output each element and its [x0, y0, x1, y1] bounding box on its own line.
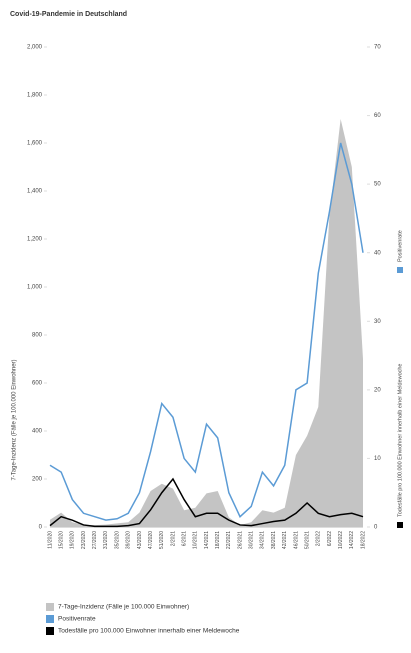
y-tick-label: 1,600 [27, 141, 43, 147]
line [49, 477, 364, 528]
x-tick-label: 14/2022 [349, 531, 355, 549]
x-tick-label: 47/2020 [148, 531, 154, 549]
x-tick-label: 11/2020 [47, 531, 53, 549]
y-tick-label: 1,800 [27, 93, 43, 99]
x-tick-label: 27/2020 [92, 531, 98, 549]
y2-tick-label: 70 [374, 45, 381, 51]
x-tick-label: 18/2022 [360, 531, 366, 549]
x-tick-label: 30/2021 [249, 531, 255, 549]
x-tick-label: 50/2021 [304, 531, 310, 549]
y2-tick-label: 0 [374, 525, 378, 531]
legend-label: Todesfälle pro 100.000 Einwohner innerha… [58, 628, 240, 635]
x-tick-label: 38/2021 [271, 531, 277, 549]
legend-label: 7-Tage-Inzidenz (Fälle je 100.000 Einwoh… [58, 604, 189, 611]
axis-title-swatch [397, 267, 403, 273]
legend-swatch [46, 603, 54, 611]
y-tick-label: 2,000 [27, 45, 43, 51]
x-tick-label: 51/2020 [159, 531, 165, 549]
x-tick-label: 2/2021 [170, 531, 176, 547]
x-tick-label: 46/2021 [293, 531, 299, 549]
x-tick-label: 6/2022 [327, 531, 333, 547]
x-tick-label: 26/2021 [237, 531, 243, 549]
line [49, 142, 364, 521]
x-tick-label: 23/2020 [81, 531, 87, 549]
y-tick-label: 1,000 [27, 285, 43, 291]
y-axis-title: 7-Tage-Inzidenz (Fälle je 100.000 Einwoh… [12, 359, 18, 480]
x-tick-label: 31/2020 [103, 531, 109, 549]
chart-title: Covid-19-Pandemie in Deutschland [10, 11, 127, 18]
x-tick-label: 15/2020 [59, 531, 65, 549]
legend-swatch [46, 615, 54, 623]
y2-tick-label: 60 [374, 113, 381, 119]
x-tick-label: 6/2021 [181, 531, 187, 547]
y2-tick-label: 20 [374, 387, 381, 393]
x-tick-label: 42/2021 [282, 531, 288, 549]
y2-axis-title: Positivenrate [397, 230, 403, 262]
y2-tick-label: 10 [374, 456, 381, 462]
y2-axis-title: Todesfälle pro 100.000 Einwohner innerha… [397, 364, 403, 518]
area [50, 119, 363, 527]
x-tick-label: 10/2022 [338, 531, 344, 549]
y2-tick-label: 50 [374, 182, 381, 188]
y-tick-label: 600 [32, 381, 43, 387]
x-tick-label: 18/2021 [215, 531, 221, 549]
y-tick-label: 1,200 [27, 237, 43, 243]
x-tick-label: 19/2020 [70, 531, 76, 549]
y2-tick-label: 30 [374, 319, 381, 325]
x-tick-label: 34/2021 [260, 531, 266, 549]
x-tick-label: 22/2021 [226, 531, 232, 549]
y-tick-label: 200 [32, 477, 43, 483]
x-tick-label: 14/2021 [204, 531, 210, 549]
axis-title-swatch [397, 522, 403, 528]
legend-swatch [46, 627, 54, 635]
x-tick-label: 2/2022 [316, 531, 322, 547]
x-tick-label: 10/2021 [193, 531, 199, 549]
y-tick-label: 800 [32, 333, 43, 339]
x-tick-label: 39/2020 [126, 531, 132, 549]
legend-label: Positivenrate [58, 616, 96, 623]
y-tick-label: 400 [32, 429, 43, 435]
x-tick-label: 35/2020 [114, 531, 120, 549]
y-tick-label: 1,400 [27, 189, 43, 195]
x-tick-label: 43/2020 [137, 531, 143, 549]
y-tick-label: 0 [39, 525, 43, 531]
y2-tick-label: 40 [374, 250, 381, 256]
